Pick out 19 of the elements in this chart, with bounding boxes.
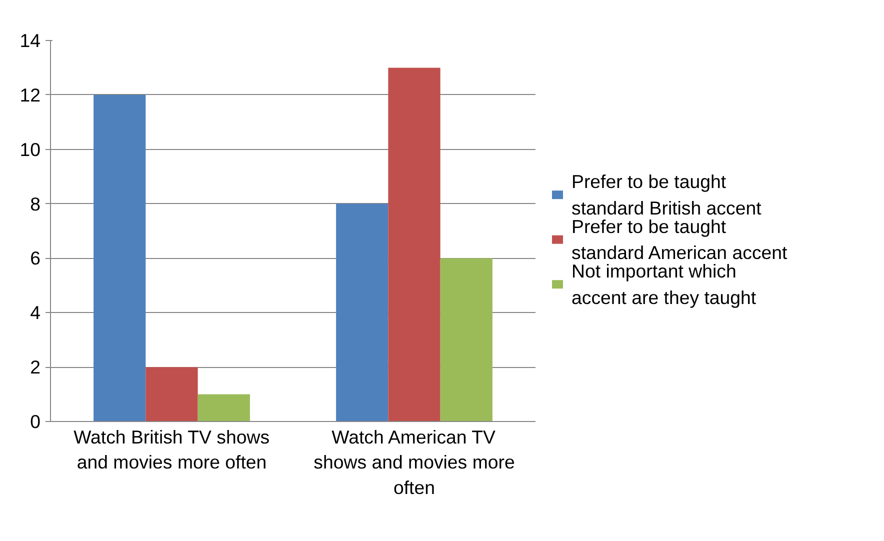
y-tick-label: 6 — [30, 248, 41, 269]
bar — [440, 258, 492, 422]
x-tick-label: Watch British TV shows and movies more often — [74, 426, 270, 473]
legend-label: Prefer to be taught standard British accent — [572, 171, 762, 218]
y-tick-label: 12 — [20, 84, 41, 106]
legend-label: Not important which accent are they taught — [572, 260, 757, 308]
y-tick-label: 0 — [30, 411, 41, 432]
y-tick-label: 10 — [20, 138, 41, 160]
y-tick-label: 4 — [30, 302, 41, 324]
y-tick-label: 2 — [30, 356, 41, 378]
bar — [94, 94, 146, 422]
y-tick-label: 8 — [30, 193, 41, 214]
bar — [198, 394, 250, 422]
bar — [146, 367, 198, 422]
y-tick-label: 14 — [20, 30, 41, 51]
x-tick-label: Watch American TV shows and movies more often — [314, 426, 515, 498]
bar — [388, 68, 440, 422]
bar — [336, 204, 388, 422]
legend-label: Prefer to be taught standard American accent — [572, 216, 788, 264]
